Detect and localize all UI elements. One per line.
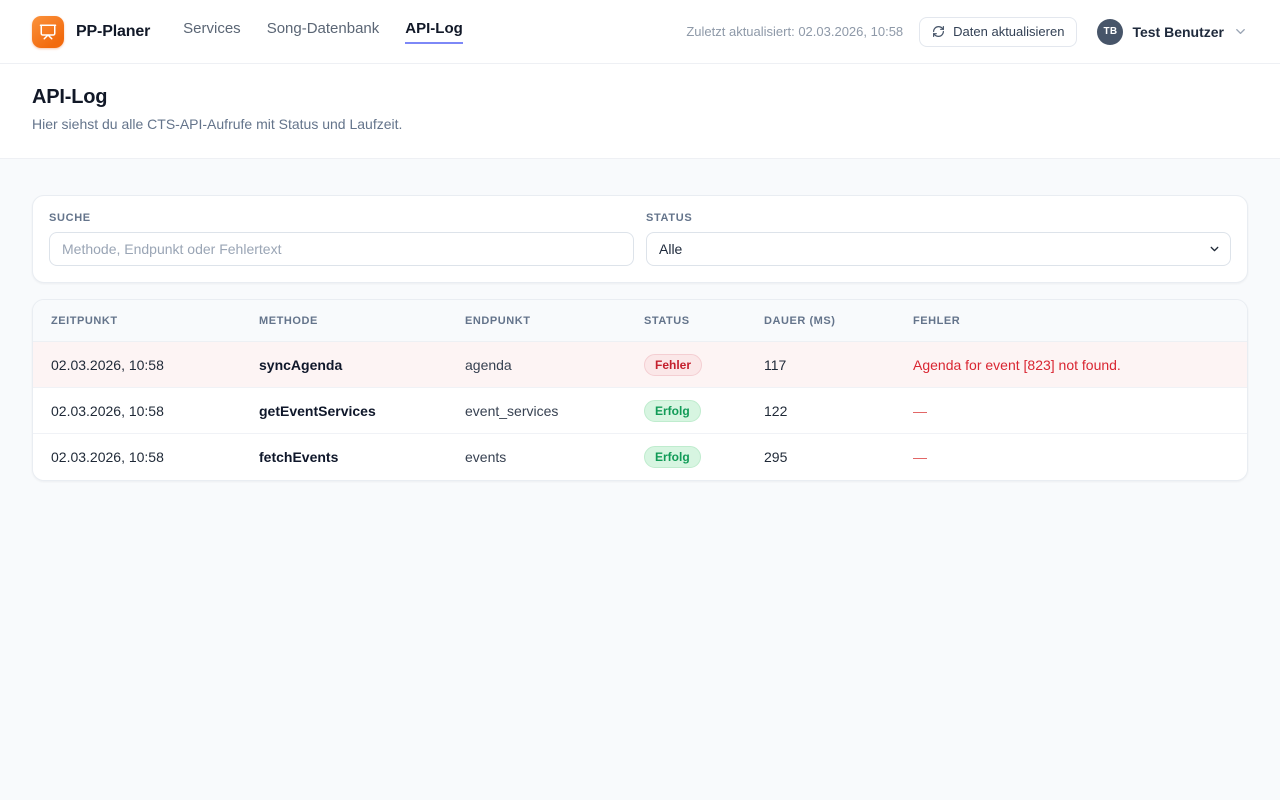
- cell-dauer: 295: [764, 449, 788, 465]
- status-select-wrap: Alle: [646, 232, 1231, 266]
- nav-item-services[interactable]: Services: [183, 19, 241, 37]
- api-log-table: ZEITPUNKT METHODE ENDPUNKT STATUS DAUER …: [32, 299, 1248, 481]
- cell-endpunkt: agenda: [465, 356, 512, 373]
- filter-card: SUCHE STATUS Alle: [32, 195, 1248, 283]
- table-row: 02.03.2026, 10:58 getEventServices event…: [33, 388, 1247, 434]
- brand[interactable]: PP-Planer: [32, 15, 151, 48]
- cell-methode: getEventServices: [259, 402, 376, 419]
- status-label: STATUS: [646, 212, 693, 224]
- column-header-methode: METHODE: [259, 314, 318, 327]
- nav-item-song-datenbank[interactable]: Song-Datenbank: [266, 19, 380, 37]
- refresh-icon: [932, 25, 945, 38]
- header-right: Zuletzt aktualisiert: 02.03.2026, 10:58 …: [686, 16, 1248, 47]
- cell-fehler: —: [913, 449, 927, 465]
- refresh-button-label: Daten aktualisieren: [953, 24, 1065, 39]
- status-badge: Erfolg: [644, 399, 701, 422]
- app-logo: [32, 15, 64, 48]
- table-row: 02.03.2026, 10:58 syncAgenda agenda Fehl…: [33, 342, 1247, 388]
- table-header-row: ZEITPUNKT METHODE ENDPUNKT STATUS DAUER …: [33, 300, 1247, 342]
- main-content: SUCHE STATUS Alle ZEITPUNKT METHODE ENDP…: [0, 159, 1280, 517]
- user-name: Test Benutzer: [1132, 23, 1224, 40]
- chevron-down-icon: [1233, 24, 1248, 39]
- search-label: SUCHE: [49, 212, 91, 224]
- column-header-endpunkt: ENDPUNKT: [465, 314, 531, 327]
- user-menu[interactable]: TB Test Benutzer: [1097, 18, 1248, 45]
- cell-dauer: 122: [764, 402, 788, 419]
- column-header-fehler: FEHLER: [913, 314, 961, 327]
- column-header-status: STATUS: [644, 314, 690, 327]
- last-updated-text: Zuletzt aktualisiert: 02.03.2026, 10:58: [686, 24, 904, 39]
- status-badge: Erfolg: [644, 446, 701, 468]
- cell-status: Erfolg: [644, 399, 764, 422]
- page-title: API-Log: [32, 86, 108, 108]
- status-field-group: STATUS Alle: [646, 212, 1231, 266]
- presentation-icon: [39, 23, 57, 41]
- main-nav: Services Song-Datenbank API-Log: [183, 20, 686, 44]
- cell-zeitpunkt: 02.03.2026, 10:58: [51, 402, 164, 419]
- cell-dauer: 117: [764, 356, 787, 373]
- cell-zeitpunkt: 02.03.2026, 10:58: [51, 356, 164, 373]
- table-body: 02.03.2026, 10:58 syncAgenda agenda Fehl…: [33, 342, 1247, 480]
- cell-fehler: Agenda for event [823] not found.: [913, 356, 1121, 373]
- search-field-group: SUCHE: [49, 212, 634, 266]
- page-head: API-Log Hier siehst du alle CTS-API-Aufr…: [0, 64, 1280, 159]
- nav-item-api-log[interactable]: API-Log: [405, 20, 463, 44]
- cell-methode: syncAgenda: [259, 356, 343, 373]
- cell-status: Fehler: [644, 353, 764, 376]
- app-header: PP-Planer Services Song-Datenbank API-Lo…: [0, 0, 1280, 64]
- refresh-data-button[interactable]: Daten aktualisieren: [919, 16, 1078, 47]
- cell-fehler: —: [913, 402, 927, 419]
- status-select[interactable]: Alle: [646, 232, 1231, 266]
- cell-methode: fetchEvents: [259, 449, 339, 465]
- table-row: 02.03.2026, 10:58 fetchEvents events Erf…: [33, 434, 1247, 480]
- avatar: TB: [1097, 18, 1124, 45]
- status-badge: Fehler: [644, 353, 703, 376]
- page-subtitle: Hier siehst du alle CTS-API-Aufrufe mit …: [32, 116, 403, 132]
- search-input[interactable]: [49, 232, 634, 266]
- cell-status: Erfolg: [644, 446, 764, 468]
- cell-endpunkt: event_services: [465, 402, 559, 419]
- brand-name: PP-Planer: [76, 22, 151, 40]
- column-header-zeitpunkt: ZEITPUNKT: [51, 314, 118, 327]
- cell-zeitpunkt: 02.03.2026, 10:58: [51, 449, 164, 465]
- cell-endpunkt: events: [465, 449, 507, 465]
- column-header-dauer: DAUER (MS): [764, 314, 836, 327]
